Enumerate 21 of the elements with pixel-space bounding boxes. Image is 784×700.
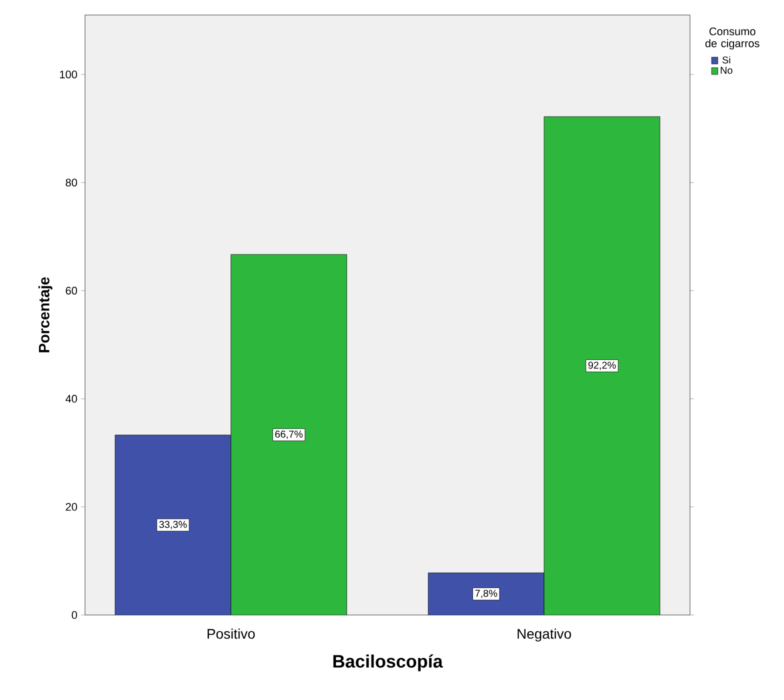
data-label: 7,8% <box>475 590 498 598</box>
bar <box>544 116 660 616</box>
bar <box>230 254 347 616</box>
x-tick-label: Positivo <box>208 628 255 639</box>
bar <box>114 434 232 616</box>
data-label: 92,2% <box>588 362 616 370</box>
y-tick-label: 0 <box>72 611 78 619</box>
x-axis-title: Baciloscopía <box>333 654 443 672</box>
data-label: 33,3% <box>159 520 187 530</box>
y-tick-label: 80 <box>66 178 78 186</box>
y-axis-title: Porcentaje <box>38 277 52 352</box>
legend-title: Consumo de cigarros <box>705 28 760 50</box>
y-tick-label: 20 <box>66 503 78 511</box>
legend-label: Si <box>722 56 730 64</box>
bar <box>428 572 544 616</box>
y-tick-label: 100 <box>60 70 78 78</box>
x-tick-label: Negativo <box>518 628 572 642</box>
data-label: 66,7% <box>275 430 303 439</box>
y-tick-label: 60 <box>66 286 78 295</box>
legend-label: No <box>720 66 732 74</box>
y-tick-label: 40 <box>66 394 78 403</box>
